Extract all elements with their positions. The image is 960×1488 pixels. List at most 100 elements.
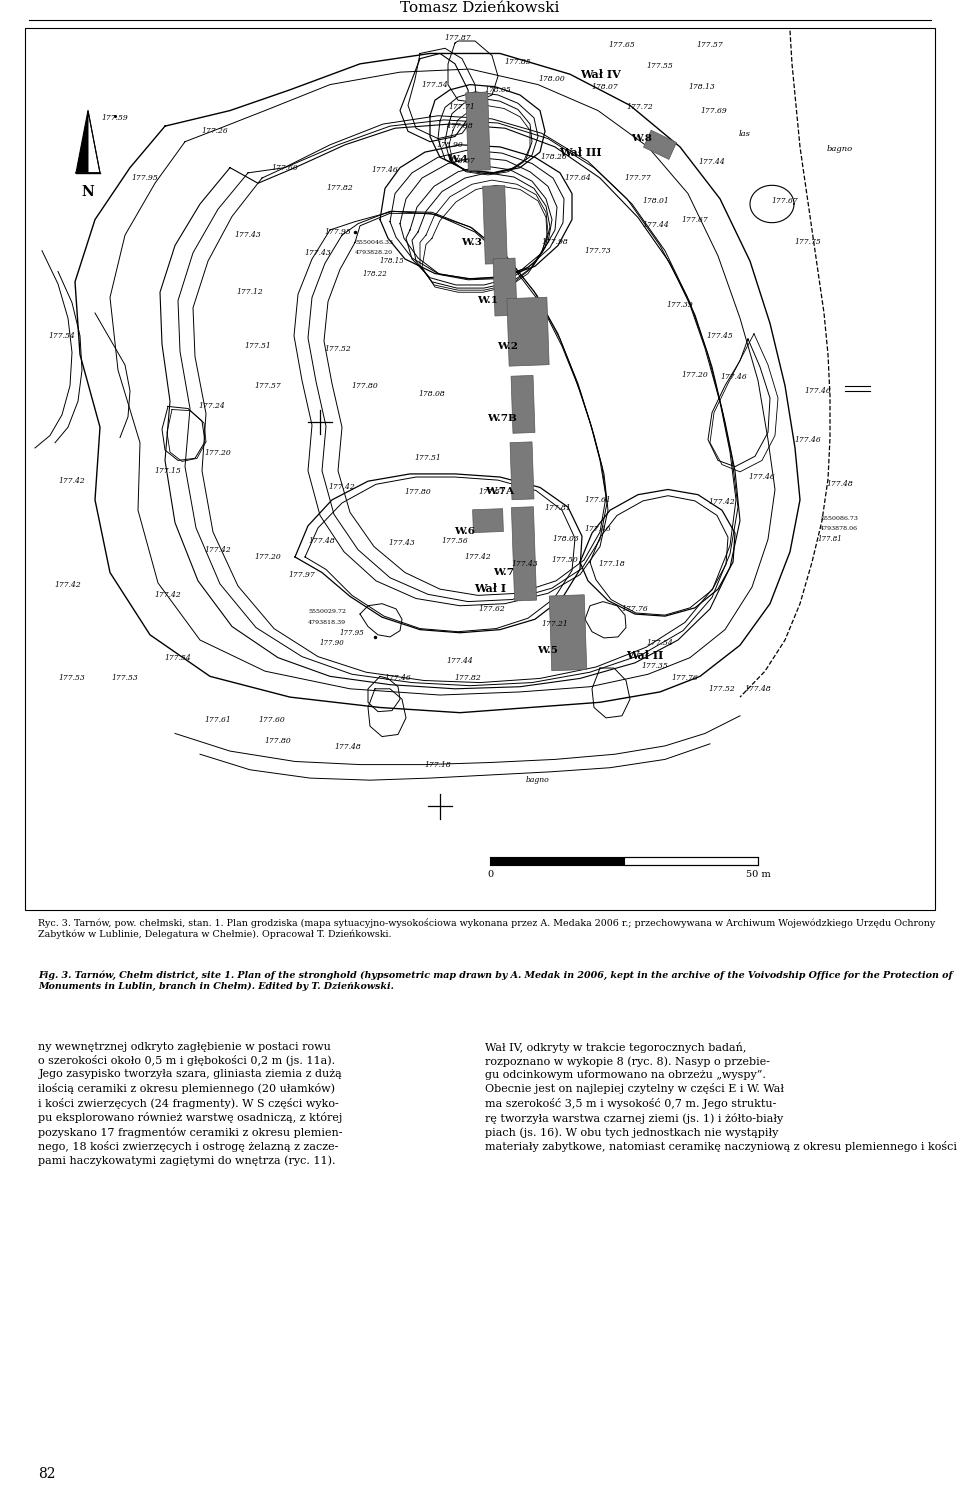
- Text: 177.60: 177.60: [272, 164, 299, 171]
- Bar: [466, 92, 491, 171]
- Text: 177.20: 177.20: [204, 449, 231, 457]
- Bar: [493, 257, 516, 315]
- Text: W.7A: W.7A: [486, 487, 515, 496]
- Text: 177.53: 177.53: [111, 674, 138, 683]
- Text: 177.12: 177.12: [236, 289, 263, 296]
- Text: 178.07: 178.07: [448, 158, 475, 165]
- Text: W.8: W.8: [632, 134, 653, 143]
- Text: 177.65: 177.65: [609, 42, 636, 49]
- Text: Tomasz Dzieńkowski: Tomasz Dzieńkowski: [400, 1, 560, 15]
- Text: W.1: W.1: [477, 296, 498, 305]
- Text: 177.46: 177.46: [795, 436, 822, 443]
- Text: 50 m: 50 m: [746, 870, 770, 879]
- Text: Wał IV: Wał IV: [580, 68, 620, 80]
- Bar: [483, 186, 507, 263]
- Bar: [549, 595, 587, 671]
- Text: 177.43: 177.43: [234, 231, 261, 240]
- Text: N: N: [82, 186, 94, 199]
- Text: 177.97: 177.97: [289, 570, 316, 579]
- Text: 177.76: 177.76: [622, 604, 648, 613]
- Text: 177.42: 177.42: [59, 478, 85, 485]
- Text: 177.90: 177.90: [320, 640, 345, 647]
- Text: 177.44: 177.44: [699, 158, 726, 167]
- Text: 4793878.06: 4793878.06: [820, 527, 858, 531]
- Text: 177.51: 177.51: [415, 454, 442, 463]
- Text: 177.53: 177.53: [59, 674, 85, 683]
- Text: 177.42: 177.42: [155, 591, 181, 600]
- Text: 177.46: 177.46: [804, 387, 831, 394]
- Text: 177.46: 177.46: [749, 473, 776, 481]
- Text: 177.43: 177.43: [512, 559, 539, 568]
- Text: W.7: W.7: [493, 568, 515, 577]
- Text: 177.69: 177.69: [701, 107, 728, 115]
- Text: bagno: bagno: [526, 777, 550, 784]
- Text: 177.80: 177.80: [404, 488, 431, 496]
- Text: 4793828.20: 4793828.20: [355, 250, 394, 256]
- Text: 178.01: 178.01: [642, 196, 669, 205]
- Text: 5550086.73: 5550086.73: [820, 516, 858, 521]
- Text: 177.51: 177.51: [479, 488, 505, 496]
- Polygon shape: [76, 110, 88, 173]
- Text: 177.18: 177.18: [599, 559, 625, 568]
- Text: 5550029.72: 5550029.72: [308, 610, 346, 615]
- Text: 177.24: 177.24: [199, 402, 226, 411]
- Text: 177.39: 177.39: [666, 301, 693, 308]
- Text: 177.48: 177.48: [827, 481, 853, 488]
- Text: 177.57: 177.57: [697, 42, 724, 49]
- Text: 177.87: 177.87: [444, 34, 471, 42]
- Text: 177.62: 177.62: [479, 604, 505, 613]
- Bar: [643, 131, 677, 159]
- Bar: [507, 298, 549, 366]
- Text: 177.80: 177.80: [351, 381, 378, 390]
- Text: Wał III: Wał III: [559, 147, 601, 158]
- Text: Wał II: Wał II: [626, 650, 663, 661]
- Bar: [512, 507, 537, 601]
- Text: 177.42: 177.42: [204, 546, 231, 554]
- Text: 177.35: 177.35: [641, 662, 668, 670]
- Text: 177.73: 177.73: [585, 247, 612, 254]
- Text: 178.07: 178.07: [591, 83, 618, 91]
- Text: 177.76: 177.76: [672, 674, 698, 683]
- Text: 4793818.39: 4793818.39: [308, 620, 347, 625]
- Text: ny wewnętrznej odkryto zagłębienie w postaci rowu
o szerokości około 0,5 m i głę: ny wewnętrznej odkryto zagłębienie w pos…: [38, 1042, 343, 1167]
- Text: 177.46: 177.46: [721, 373, 748, 381]
- Text: 177.71: 177.71: [448, 104, 475, 112]
- Text: 178.22: 178.22: [363, 269, 388, 278]
- Text: 0: 0: [487, 870, 493, 879]
- Text: 177.59: 177.59: [102, 113, 129, 122]
- Text: 178.05: 178.05: [485, 86, 512, 94]
- Text: 177.57: 177.57: [254, 381, 281, 390]
- Text: 177.67: 177.67: [682, 216, 708, 223]
- Text: 177.55: 177.55: [647, 62, 673, 70]
- Text: 178.03: 178.03: [553, 536, 580, 543]
- Text: 177.48: 177.48: [745, 684, 772, 693]
- Text: 177.64: 177.64: [564, 174, 591, 182]
- Text: W.3: W.3: [462, 238, 483, 247]
- Text: bagno: bagno: [827, 144, 853, 153]
- Text: 177.85: 177.85: [505, 58, 532, 65]
- Text: 178.00: 178.00: [539, 76, 565, 83]
- Text: 177.82: 177.82: [326, 185, 353, 192]
- Text: 177.54: 177.54: [421, 80, 448, 89]
- Text: 177.98: 177.98: [541, 238, 568, 247]
- Text: 177.77: 177.77: [625, 174, 652, 182]
- Text: 177.48: 177.48: [308, 537, 335, 546]
- Bar: [472, 509, 503, 533]
- Text: 177.56: 177.56: [442, 537, 468, 546]
- Text: 178.26: 178.26: [540, 153, 567, 161]
- Text: 177.42: 177.42: [465, 554, 492, 561]
- Text: 177.95: 177.95: [132, 174, 158, 182]
- Text: 177.44: 177.44: [446, 656, 473, 665]
- Text: 177.67: 177.67: [772, 196, 799, 205]
- Text: 177.52: 177.52: [324, 345, 351, 353]
- Text: 177.54: 177.54: [647, 640, 673, 647]
- Text: 177.81: 177.81: [818, 536, 842, 543]
- Text: 177.43: 177.43: [304, 248, 331, 257]
- Text: 177.72: 177.72: [627, 104, 654, 112]
- Text: 177.80: 177.80: [265, 737, 292, 744]
- Text: 82: 82: [38, 1467, 56, 1481]
- Text: Ryc. 3. Tarnów, pow. chełmski, stan. 1. Plan grodziska (mapa sytuacyjno-wysokośc: Ryc. 3. Tarnów, pow. chełmski, stan. 1. …: [38, 918, 936, 939]
- Text: 177.42: 177.42: [55, 580, 82, 589]
- Text: 177.45: 177.45: [707, 332, 733, 339]
- Polygon shape: [490, 857, 624, 866]
